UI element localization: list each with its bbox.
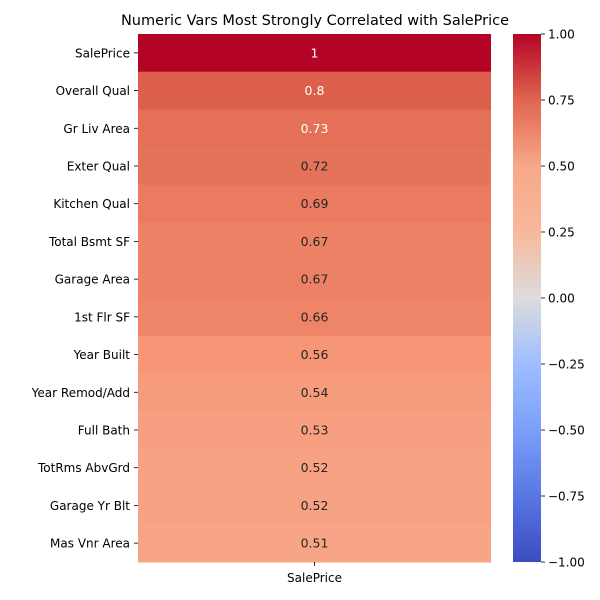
heatmap-cell	[138, 411, 491, 450]
colorbar-tick-label: −0.25	[548, 358, 585, 372]
colorbar-tick-label: −0.75	[548, 490, 585, 504]
row-tick-label: Garage Yr Blt	[50, 499, 130, 513]
row-tick-label: 1st Flr SF	[74, 310, 130, 324]
cell-value-label: 0.69	[301, 196, 329, 211]
heatmap-cell	[138, 109, 491, 148]
heatmap-cell	[138, 147, 491, 186]
heatmap-cell	[138, 448, 491, 488]
chart-title: Numeric Vars Most Strongly Correlated wi…	[121, 13, 509, 29]
heatmap-cell	[138, 486, 491, 525]
row-tick-label: Mas Vnr Area	[50, 537, 130, 551]
column-tick-labels: SalePrice	[287, 562, 342, 585]
cell-value-label: 0.67	[301, 234, 329, 249]
cell-value-label: 0.54	[301, 385, 329, 400]
cell-value-label: 0.72	[301, 159, 329, 174]
row-tick-label: Full Bath	[78, 424, 130, 438]
heatmap-cell	[138, 373, 491, 412]
row-tick-label: SalePrice	[75, 46, 130, 60]
heatmap-cell	[138, 34, 491, 73]
colorbar-tick-label: 0.50	[548, 160, 575, 174]
row-tick-label: Total Bsmt SF	[48, 235, 130, 249]
cell-value-label: 0.52	[301, 460, 329, 475]
row-tick-label: Overall Qual	[56, 84, 130, 98]
row-tick-label: Garage Area	[55, 273, 130, 287]
column-tick-label: SalePrice	[287, 571, 342, 585]
row-tick-label: TotRms AbvGrd	[37, 461, 130, 475]
colorbar-gradient	[513, 34, 541, 562]
cell-value-label: 0.56	[301, 347, 329, 362]
colorbar-tick-label: 0.75	[548, 94, 575, 108]
cell-value-label: 0.66	[301, 309, 329, 324]
heatmap-cell	[138, 298, 491, 337]
cell-value-label: 0.67	[301, 272, 329, 287]
colorbar-tick-label: −1.00	[548, 556, 585, 570]
heatmap-cell	[138, 524, 491, 563]
row-tick-label: Year Built	[73, 348, 131, 362]
row-tick-label: Kitchen Qual	[53, 197, 130, 211]
cell-value-label: 0.51	[301, 536, 329, 551]
colorbar-tick-label: 0.00	[548, 292, 575, 306]
colorbar: 1.00 0.75 0.50 0.25 0.00 −0.25 −0.50 −0.75 −1.00	[513, 28, 585, 570]
cell-value-label: 1	[311, 45, 319, 60]
cell-value-label: 0.8	[305, 83, 325, 98]
colorbar-tick-label: 0.25	[548, 226, 575, 240]
cell-value-label: 0.73	[301, 121, 329, 136]
colorbar-tick-label: 1.00	[548, 28, 575, 42]
heatmap-cell	[138, 71, 491, 110]
heatmap-cells: 1 0.8 0.73 0.72 0.69 0.67 0.67 0.66 0.56 0.54 0.53…	[138, 34, 491, 563]
heatmap-cell	[138, 335, 491, 374]
heatmap-cell	[138, 260, 491, 299]
row-tick-label: Exter Qual	[67, 160, 130, 174]
cell-value-label: 0.52	[301, 498, 329, 513]
row-tick-labels: SalePrice Overall Qual Gr Liv Area Exter Qu…	[31, 46, 138, 551]
row-tick-label: Year Remod/Add	[31, 386, 130, 400]
heatmap-cell	[138, 184, 491, 224]
heatmap-cell	[138, 222, 491, 261]
cell-value-label: 0.53	[301, 423, 329, 438]
colorbar-tick-label: −0.50	[548, 424, 585, 438]
row-tick-label: Gr Liv Area	[63, 122, 130, 136]
